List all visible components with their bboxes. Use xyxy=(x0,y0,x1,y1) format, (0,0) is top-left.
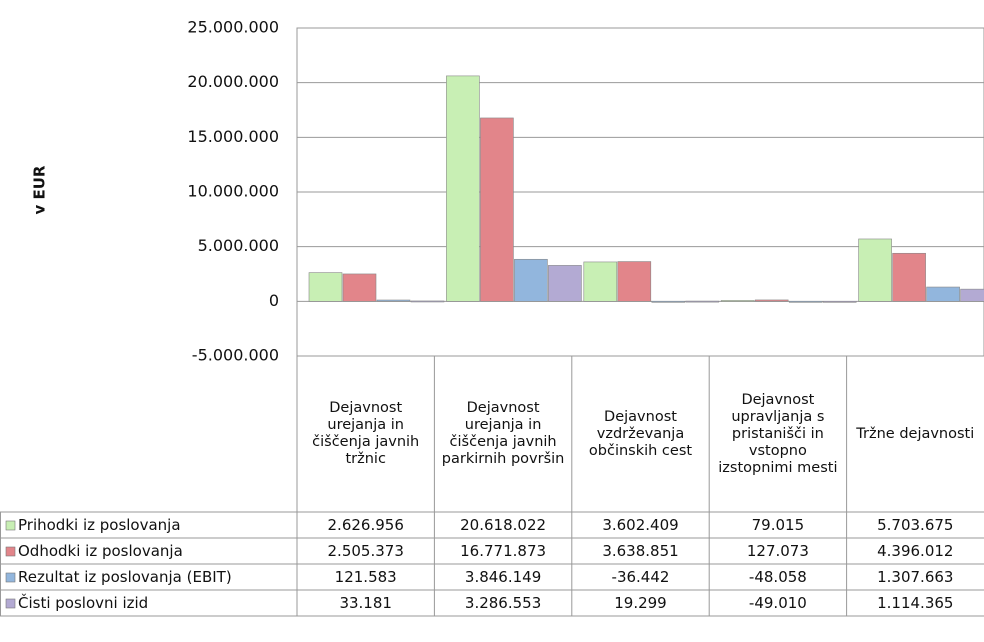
legend-marker xyxy=(5,598,16,609)
bar xyxy=(685,300,720,303)
y-tick-label: -5.000.000 xyxy=(192,346,279,365)
value-label: 3.286.553 xyxy=(464,594,542,612)
legend-marker xyxy=(5,520,16,531)
bar xyxy=(892,252,926,302)
value-label: 2.505.373 xyxy=(327,542,404,560)
bar xyxy=(583,261,618,302)
category-label: Dejavnost urejanja in čiščenja javnih tr… xyxy=(312,400,420,467)
category-label: Dejavnost urejanja in čiščenja javnih pa… xyxy=(441,400,565,467)
bar xyxy=(446,75,480,302)
bar xyxy=(651,301,686,303)
value-label: 3.846.149 xyxy=(464,568,542,586)
bar xyxy=(617,261,652,302)
value-label: -48.058 xyxy=(748,568,807,586)
category-label: Dejavnost vzdrževanja občinskih cest xyxy=(588,408,693,459)
y-tick-label: 5.000.000 xyxy=(198,236,279,255)
value-label: 19.299 xyxy=(614,594,667,612)
value-label: 4.396.012 xyxy=(877,542,954,560)
value-label: 33.181 xyxy=(339,594,392,612)
legend-label: Čisti poslovni izid xyxy=(18,594,149,612)
bar xyxy=(342,273,377,302)
bar xyxy=(858,238,892,302)
y-tick-label: 25.000.000 xyxy=(187,18,279,37)
y-axis-label: v EUR xyxy=(31,165,49,214)
bar xyxy=(960,288,984,302)
value-label: 127.073 xyxy=(746,542,809,560)
bar xyxy=(308,272,343,302)
bar xyxy=(926,286,960,302)
legend-label: Odhodki iz poslovanja xyxy=(18,542,183,560)
value-label: 2.626.956 xyxy=(327,516,404,534)
bar xyxy=(754,299,789,302)
value-label: 1.307.663 xyxy=(877,568,954,586)
value-label: 79.015 xyxy=(751,516,805,534)
category-label: Tržne dejavnosti xyxy=(856,425,975,442)
y-tick-label: 15.000.000 xyxy=(187,127,279,146)
bar xyxy=(548,265,582,302)
y-tick-label: 20.000.000 xyxy=(187,72,279,91)
bar xyxy=(480,117,514,302)
bar xyxy=(410,300,445,303)
value-label: 20.618.022 xyxy=(460,516,547,534)
value-label: 121.583 xyxy=(334,568,397,586)
legend-marker xyxy=(5,546,16,557)
bar xyxy=(514,258,548,302)
legend-label: Rezultat iz poslovanja (EBIT) xyxy=(18,568,232,586)
value-label: 5.703.675 xyxy=(877,516,954,534)
y-tick-label: 0 xyxy=(269,291,279,310)
value-label: -49.010 xyxy=(748,594,807,612)
value-label: 3.602.409 xyxy=(602,516,679,534)
bar xyxy=(376,299,411,302)
bar xyxy=(788,301,823,303)
bar xyxy=(822,301,857,303)
legend-marker xyxy=(5,572,16,583)
legend-label: Prihodki iz poslovanja xyxy=(18,516,181,534)
value-label: -36.442 xyxy=(611,568,670,586)
value-label: 1.114.365 xyxy=(877,594,954,612)
value-label: 3.638.851 xyxy=(602,542,679,560)
y-tick-label: 10.000.000 xyxy=(187,182,279,201)
bar xyxy=(720,300,755,302)
value-label: 16.771.873 xyxy=(460,542,547,560)
category-label: Dejavnost upravljanja s pristanišči in v… xyxy=(718,391,838,476)
